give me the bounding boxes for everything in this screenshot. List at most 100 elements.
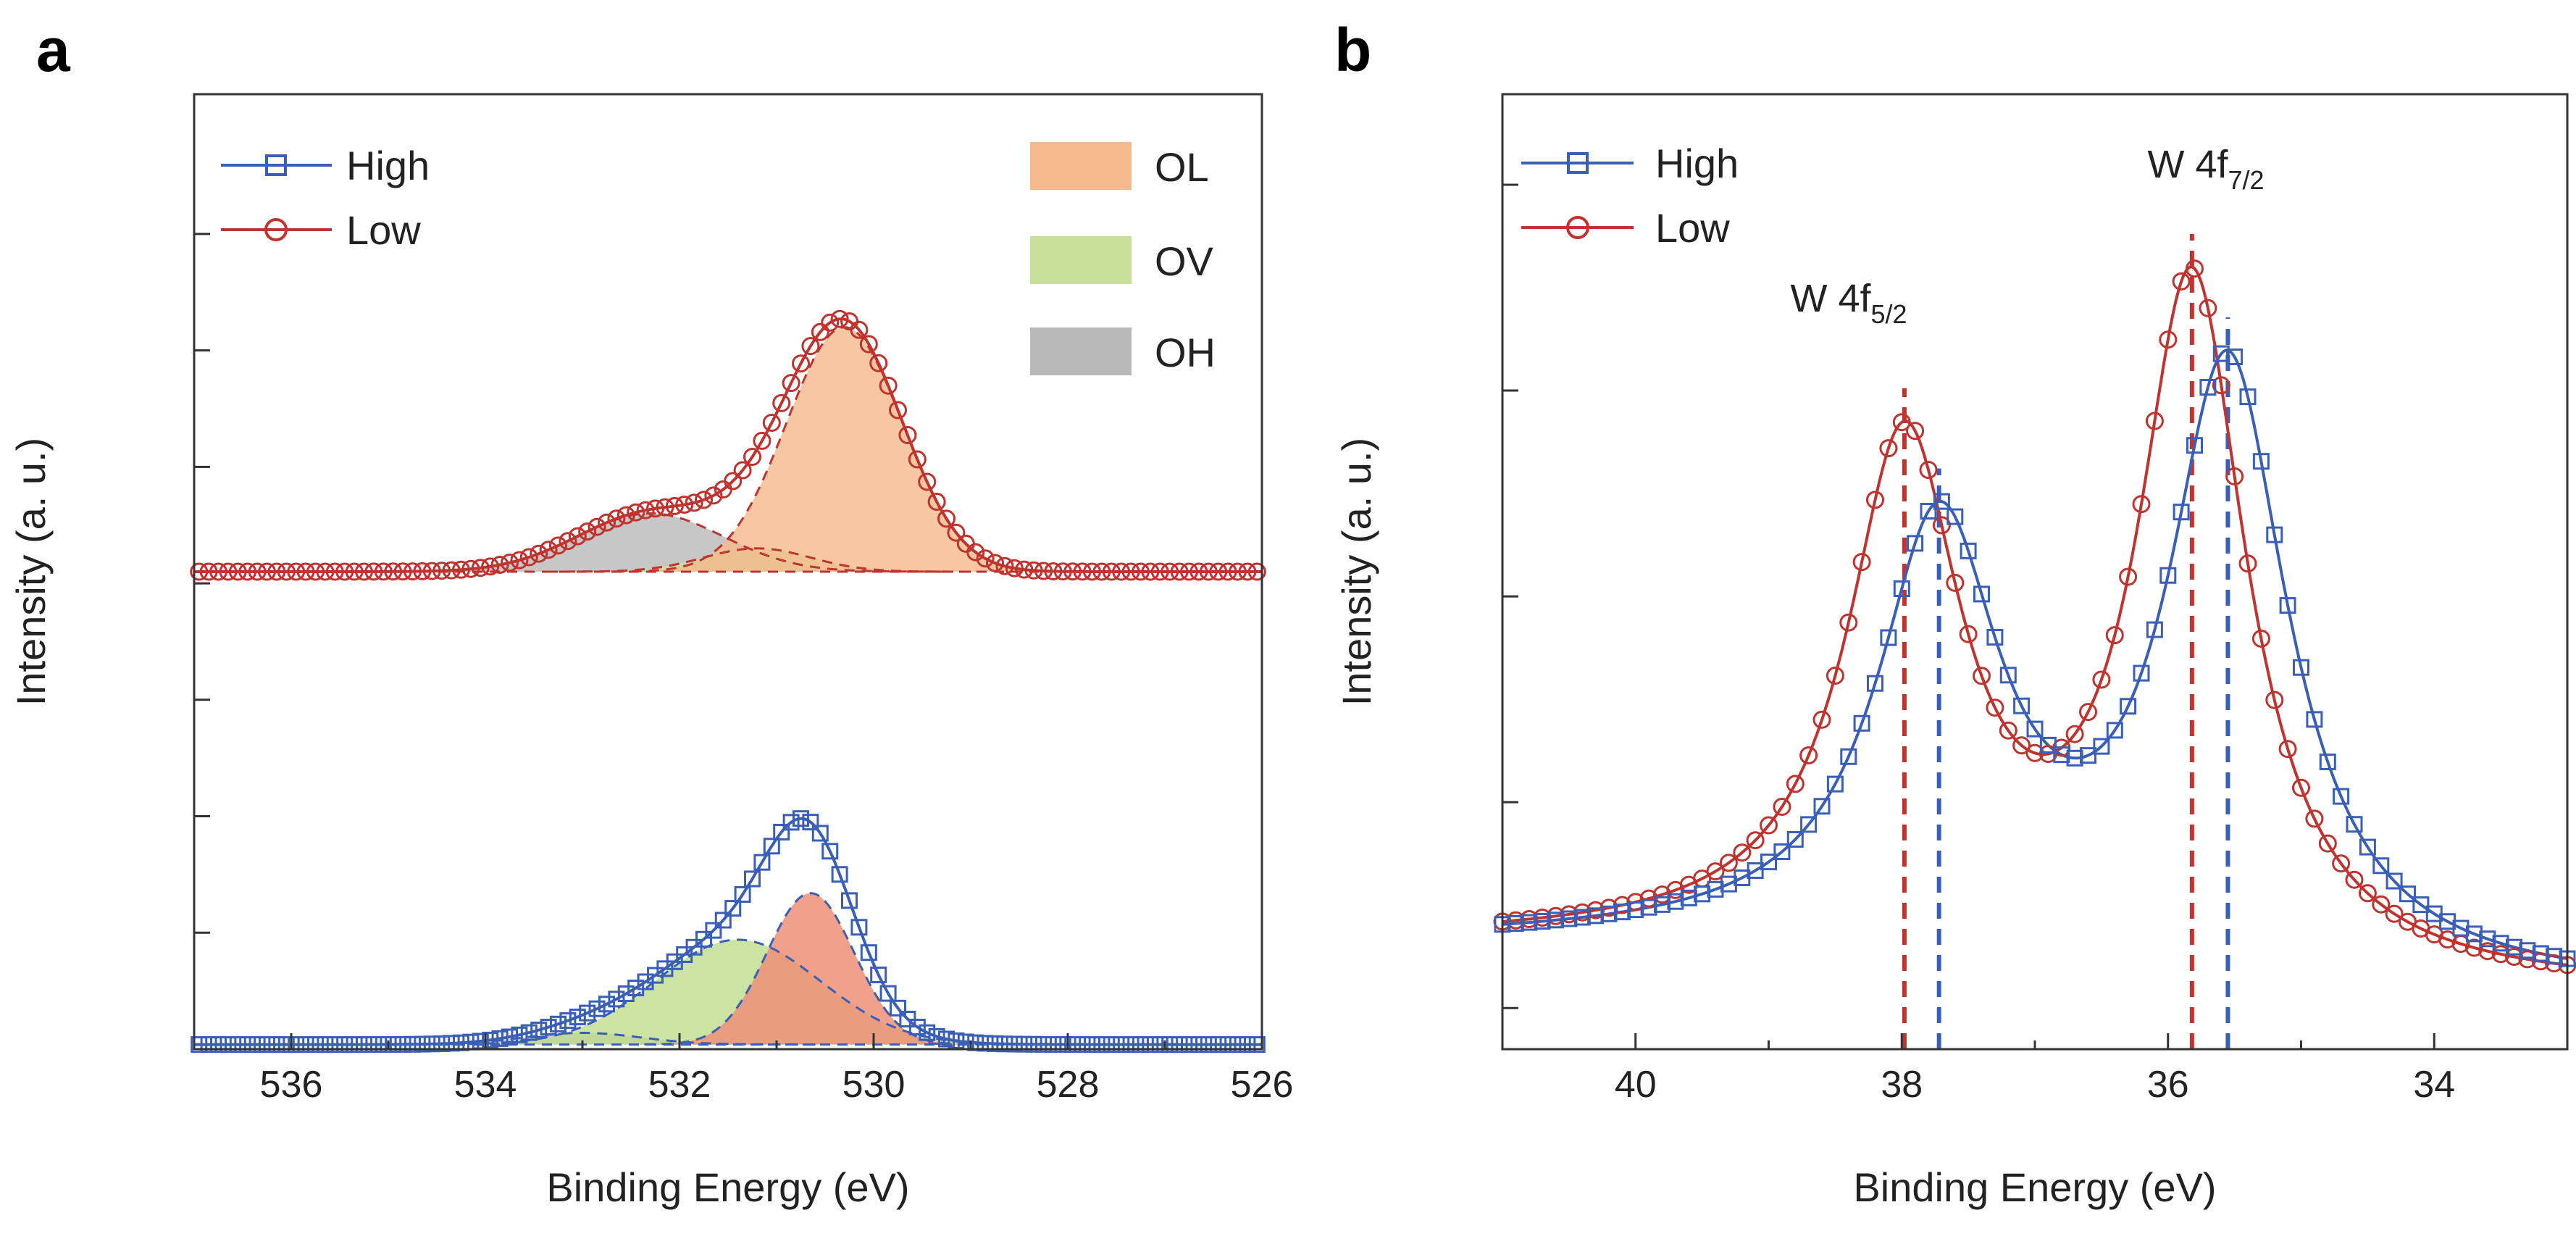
- data-point-low: [704, 486, 723, 505]
- data-point-low: [918, 472, 937, 491]
- data-point-low: [724, 472, 743, 491]
- data-point-low: [1238, 562, 1257, 581]
- panel-b-y-ticks: [1502, 183, 1518, 1009]
- data-point-high: [1064, 1036, 1082, 1053]
- annotation-w4f52-sub: 5/2: [1870, 299, 1907, 329]
- data-point-low: [782, 374, 800, 393]
- data-point-low: [2065, 725, 2084, 743]
- legend-item-low: Low: [1521, 205, 1730, 251]
- panel-a-y-ticks: [194, 233, 210, 1051]
- data-point-high: [1200, 1036, 1217, 1054]
- data-point-high: [2465, 925, 2483, 943]
- data-point-high: [2452, 919, 2470, 937]
- data-point-low: [1826, 667, 1844, 685]
- data-point-high: [1093, 1036, 1111, 1054]
- data-point-low: [190, 562, 209, 581]
- data-point-high: [890, 999, 906, 1017]
- data-point-high: [569, 1009, 586, 1026]
- data-point-low: [384, 562, 403, 581]
- data-point-high: [608, 990, 625, 1008]
- data-point-high: [1161, 1036, 1179, 1054]
- data-point-high: [423, 1035, 440, 1053]
- data-point-low: [501, 554, 519, 572]
- data-point-high: [1045, 1036, 1062, 1053]
- data-point-low: [607, 509, 626, 528]
- data-point-low: [228, 562, 247, 581]
- data-point-low: [2172, 272, 2191, 291]
- data-point-low: [908, 450, 927, 469]
- data-point-high: [1960, 542, 1977, 559]
- data-point-low: [1141, 562, 1160, 581]
- data-point-high: [433, 1035, 451, 1052]
- data-point-high: [1946, 508, 1964, 525]
- data-point-high: [1893, 580, 1910, 597]
- x-tick-label: 532: [648, 1064, 711, 1106]
- data-point-high: [2186, 437, 2203, 454]
- data-point-high: [2492, 935, 2509, 952]
- data-point-high: [210, 1036, 227, 1054]
- data-point-high: [1920, 503, 1937, 520]
- data-point-low: [937, 509, 955, 528]
- data-point-high: [1986, 629, 2004, 646]
- data-point-low: [1746, 831, 1765, 850]
- data-point-low: [1063, 562, 1082, 581]
- data-point-high: [1219, 1036, 1237, 1054]
- data-point-high: [365, 1036, 382, 1053]
- data-point-high: [2293, 659, 2309, 676]
- data-point-high: [1680, 889, 1697, 906]
- data-point-high: [2319, 754, 2336, 770]
- data-point-low: [850, 320, 869, 339]
- data-point-low: [1852, 553, 1871, 572]
- data-point-low: [2186, 259, 2204, 278]
- data-point-low: [219, 562, 238, 581]
- data-point-high: [773, 824, 790, 840]
- data-point-low: [986, 554, 1004, 572]
- legend-item-high: High: [221, 143, 430, 188]
- component-fill-oh-low: [359, 513, 942, 572]
- data-point-low: [1073, 562, 1092, 581]
- data-point-high: [1239, 1036, 1256, 1054]
- data-point-low: [403, 562, 422, 581]
- legend-circle-marker: [264, 218, 288, 241]
- data-point-high: [2506, 938, 2522, 956]
- data-point-low: [452, 560, 470, 579]
- data-point-low: [519, 548, 538, 567]
- panel-b-reference-lines: [1902, 233, 2230, 1049]
- legend-label-low: Low: [346, 207, 421, 253]
- x-tick-label: 528: [1037, 1064, 1100, 1106]
- legend-swatch-ol: [1030, 142, 1132, 190]
- data-point-high: [1813, 798, 1831, 815]
- legend-item-oh: OH: [1030, 328, 1216, 375]
- data-point-low: [2092, 670, 2111, 689]
- data-point-high: [948, 1032, 965, 1049]
- data-point-low: [1892, 413, 1911, 432]
- legend-swatch-oh: [1030, 328, 1132, 375]
- data-point-high: [588, 1000, 606, 1017]
- data-point-low: [374, 562, 393, 581]
- data-point-high: [793, 810, 809, 827]
- data-point-high: [1103, 1036, 1120, 1054]
- annotation-w4f72: W 4f7/2: [2147, 143, 2264, 195]
- legend-item-high: High: [1521, 141, 1739, 186]
- data-point-low: [966, 543, 985, 562]
- data-point-high: [2266, 526, 2283, 543]
- data-point-high: [239, 1036, 256, 1054]
- data-point-high: [1840, 748, 1857, 765]
- data-point-low: [1812, 710, 1831, 729]
- data-point-high: [1122, 1036, 1139, 1054]
- data-point-high: [1999, 667, 2017, 684]
- data-point-low: [1719, 854, 1738, 872]
- data-point-low: [1161, 562, 1179, 581]
- data-point-low: [1189, 562, 1208, 581]
- data-point-low: [296, 562, 315, 581]
- data-point-high: [501, 1028, 518, 1046]
- x-tick-label: 36: [2147, 1064, 2189, 1106]
- data-point-low: [1229, 562, 1247, 581]
- data-point-high: [1907, 535, 1924, 552]
- data-point-high: [1560, 910, 1578, 927]
- data-point-high: [317, 1036, 334, 1054]
- data-point-high: [559, 1012, 577, 1030]
- data-point-low: [413, 562, 432, 580]
- data-point-low: [510, 551, 529, 570]
- data-point-high: [850, 919, 868, 936]
